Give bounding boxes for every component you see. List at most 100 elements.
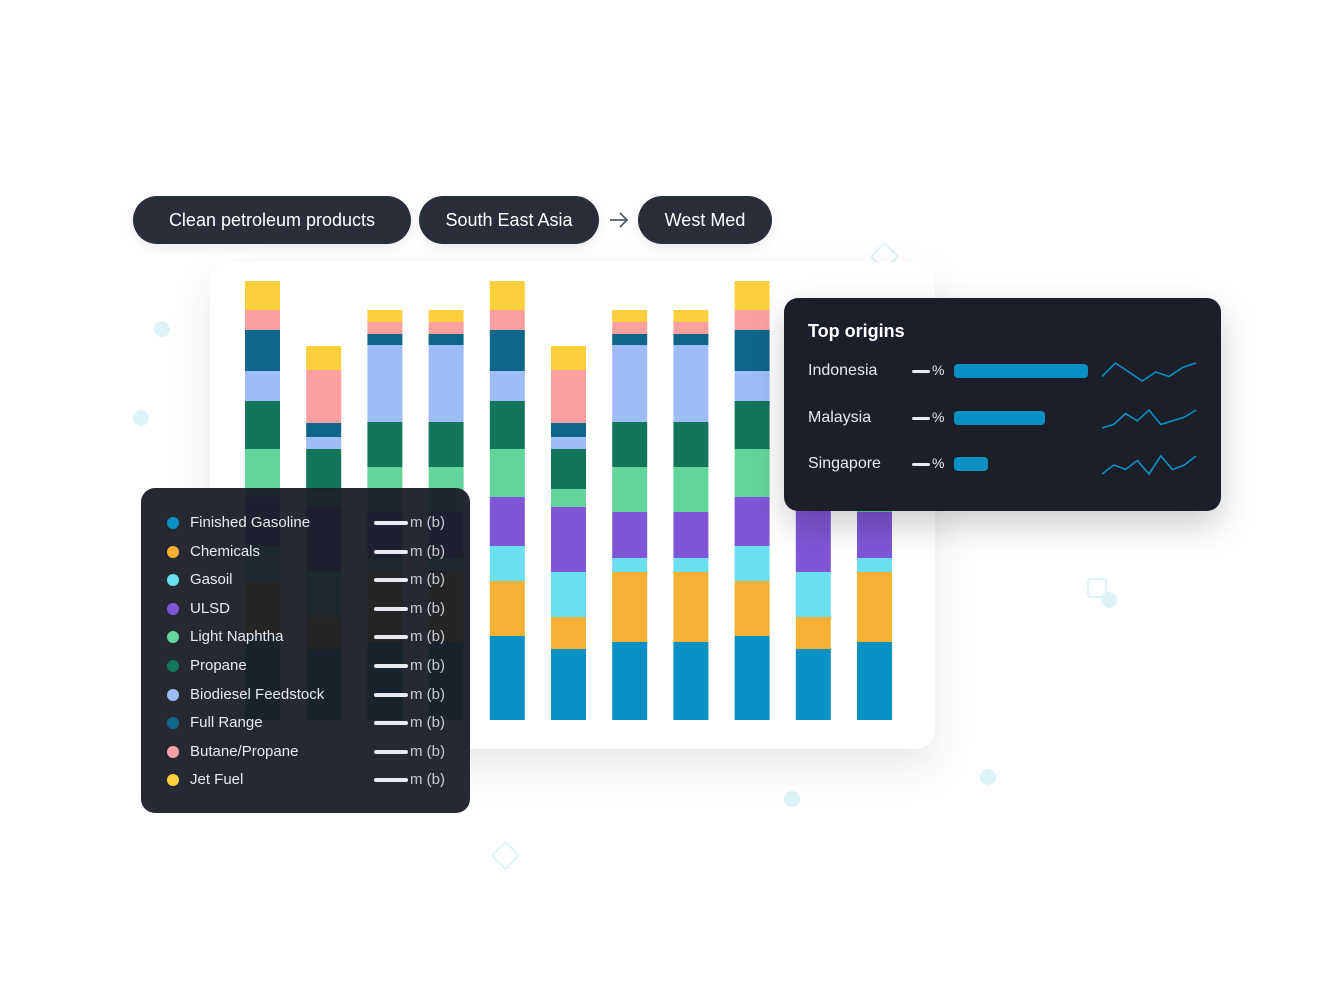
bar-segment[interactable]	[612, 422, 648, 467]
bar-segment[interactable]	[734, 449, 770, 497]
bar-segment[interactable]	[734, 281, 770, 310]
bar-segment[interactable]	[551, 423, 586, 437]
bar-segment[interactable]	[857, 572, 892, 642]
legend-panel: Finished Gasoline m (b) Chemicals m (b) Gaso…	[141, 488, 470, 813]
bar-segment[interactable]	[428, 422, 464, 467]
bar-segment[interactable]	[489, 371, 525, 401]
bar-segment[interactable]	[734, 310, 770, 330]
bar-segment[interactable]	[489, 281, 525, 310]
bar-segment[interactable]	[367, 334, 403, 345]
bar-segment[interactable]	[367, 422, 403, 467]
bar-segment[interactable]	[673, 310, 709, 322]
bar-segment[interactable]	[551, 437, 586, 449]
bar-stack[interactable]	[612, 310, 648, 720]
bar-segment[interactable]	[489, 581, 525, 636]
bar-segment[interactable]	[734, 330, 770, 371]
bar-segment[interactable]	[245, 281, 280, 310]
bar-segment[interactable]	[306, 449, 342, 489]
bar-segment[interactable]	[428, 345, 464, 422]
bar-segment[interactable]	[734, 401, 770, 449]
bar-segment[interactable]	[551, 370, 586, 423]
bar-stack[interactable]	[489, 281, 525, 720]
bar-segment[interactable]	[734, 581, 770, 636]
bar-segment[interactable]	[489, 330, 525, 371]
bar-segment[interactable]	[551, 649, 586, 720]
bar-segment[interactable]	[734, 546, 770, 581]
bar-segment[interactable]	[489, 546, 525, 581]
bar-segment[interactable]	[489, 449, 525, 497]
bar-segment[interactable]	[306, 370, 342, 423]
bar-segment[interactable]	[551, 572, 586, 617]
product-pill[interactable]: Clean petroleum products	[133, 196, 411, 244]
legend-item[interactable]: Propane m (b)	[141, 655, 470, 677]
bar-segment[interactable]	[367, 310, 403, 322]
legend-item[interactable]: ULSD m (b)	[141, 598, 470, 620]
origin-row[interactable]: Malaysia%	[784, 404, 1221, 434]
bar-segment[interactable]	[612, 467, 648, 512]
legend-item[interactable]: Jet Fuel m (b)	[141, 769, 470, 791]
bar-segment[interactable]	[673, 322, 709, 334]
legend-item[interactable]: Chemicals m (b)	[141, 541, 470, 563]
bar-segment[interactable]	[612, 345, 648, 422]
bar-stack[interactable]	[734, 281, 770, 720]
bar-segment[interactable]	[795, 617, 831, 649]
bar-segment[interactable]	[673, 642, 709, 720]
origin-region-pill[interactable]: South East Asia	[419, 196, 599, 244]
bar-segment[interactable]	[428, 334, 464, 345]
bar-segment[interactable]	[734, 636, 770, 720]
bar-segment[interactable]	[489, 497, 525, 546]
destination-region-pill[interactable]: West Med	[638, 196, 772, 244]
bar-segment[interactable]	[245, 401, 280, 449]
bar-segment[interactable]	[428, 322, 464, 334]
bar-segment[interactable]	[795, 572, 831, 617]
bar-segment[interactable]	[734, 497, 770, 546]
bar-segment[interactable]	[612, 512, 648, 558]
legend-item[interactable]: Finished Gasoline m (b)	[141, 512, 470, 534]
origin-row[interactable]: Indonesia%	[784, 357, 1221, 387]
bar-segment[interactable]	[857, 558, 892, 572]
legend-item[interactable]: Gasoil m (b)	[141, 569, 470, 591]
bar-segment[interactable]	[551, 617, 586, 649]
bar-segment[interactable]	[367, 322, 403, 334]
bar-stack[interactable]	[673, 310, 709, 720]
bar-segment[interactable]	[489, 401, 525, 449]
bar-segment[interactable]	[306, 346, 342, 370]
bar-segment[interactable]	[551, 449, 586, 489]
legend-item[interactable]: Full Range m (b)	[141, 712, 470, 734]
bar-segment[interactable]	[428, 310, 464, 322]
bar-segment[interactable]	[673, 572, 709, 642]
origin-row[interactable]: Singapore%	[784, 450, 1221, 480]
bar-segment[interactable]	[489, 636, 525, 720]
bar-segment[interactable]	[673, 558, 709, 572]
bar-segment[interactable]	[612, 642, 648, 720]
bar-segment[interactable]	[245, 310, 280, 330]
bar-segment[interactable]	[551, 346, 586, 370]
bar-segment[interactable]	[489, 310, 525, 330]
bar-segment[interactable]	[795, 649, 831, 720]
bar-segment[interactable]	[612, 572, 648, 642]
bar-segment[interactable]	[551, 489, 586, 507]
legend-item[interactable]: Light Naphtha m (b)	[141, 626, 470, 648]
bar-segment[interactable]	[795, 507, 831, 572]
bar-segment[interactable]	[306, 423, 342, 437]
bar-segment[interactable]	[612, 322, 648, 334]
legend-item[interactable]: Biodiesel Feedstock m (b)	[141, 684, 470, 706]
bar-stack[interactable]	[551, 346, 586, 720]
bar-segment[interactable]	[857, 512, 892, 558]
legend-item[interactable]: Butane/Propane m (b)	[141, 741, 470, 763]
bar-segment[interactable]	[245, 330, 280, 371]
bar-segment[interactable]	[673, 512, 709, 558]
bar-segment[interactable]	[367, 345, 403, 422]
bar-segment[interactable]	[673, 467, 709, 512]
bar-segment[interactable]	[551, 507, 586, 572]
bar-segment[interactable]	[306, 437, 342, 449]
bar-segment[interactable]	[612, 310, 648, 322]
bar-segment[interactable]	[734, 371, 770, 401]
bar-segment[interactable]	[612, 558, 648, 572]
bar-segment[interactable]	[673, 345, 709, 422]
bar-segment[interactable]	[673, 422, 709, 467]
bar-segment[interactable]	[857, 642, 892, 720]
bar-segment[interactable]	[612, 334, 648, 345]
bar-segment[interactable]	[245, 371, 280, 401]
bar-segment[interactable]	[673, 334, 709, 345]
